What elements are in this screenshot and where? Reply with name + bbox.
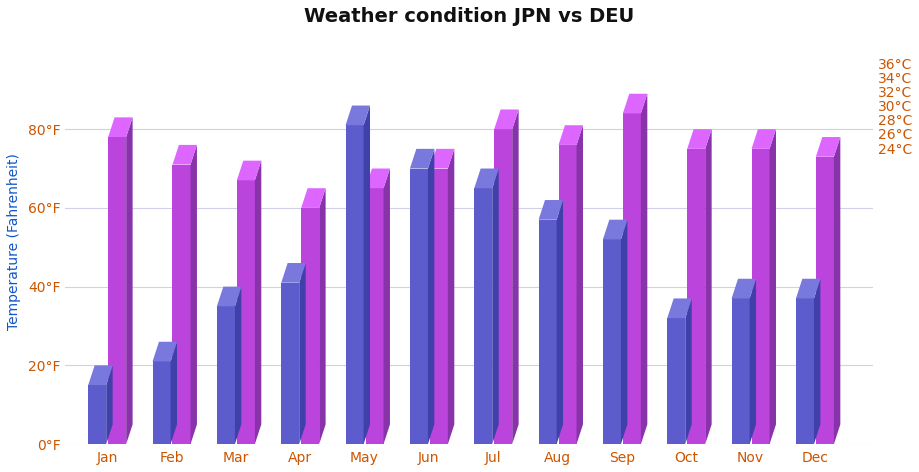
Polygon shape [686,298,692,444]
Polygon shape [237,180,255,444]
Polygon shape [769,129,776,444]
Polygon shape [281,263,306,283]
Polygon shape [834,137,840,444]
Polygon shape [603,219,628,239]
Polygon shape [752,149,769,444]
Polygon shape [301,208,319,444]
Polygon shape [430,169,448,444]
Polygon shape [576,125,583,444]
Polygon shape [667,318,686,444]
Polygon shape [346,106,370,125]
Polygon shape [474,188,493,444]
Polygon shape [428,149,435,444]
Polygon shape [816,137,840,157]
Polygon shape [750,279,756,444]
Polygon shape [603,239,621,444]
Polygon shape [539,200,563,219]
Polygon shape [752,129,776,149]
Polygon shape [108,137,126,444]
Polygon shape [494,110,518,129]
Polygon shape [621,219,628,444]
Polygon shape [796,298,814,444]
Title: Weather condition JPN vs DEU: Weather condition JPN vs DEU [304,7,634,26]
Polygon shape [281,283,300,444]
Polygon shape [705,129,711,444]
Polygon shape [235,287,242,444]
Polygon shape [190,145,197,444]
Polygon shape [301,188,325,208]
Polygon shape [126,118,132,444]
Polygon shape [687,149,705,444]
Polygon shape [732,298,750,444]
Polygon shape [557,200,563,444]
Polygon shape [346,125,364,444]
Polygon shape [512,110,518,444]
Polygon shape [474,169,499,188]
Polygon shape [559,145,576,444]
Polygon shape [255,160,261,444]
Polygon shape [430,149,454,169]
Polygon shape [623,94,647,113]
Polygon shape [539,219,557,444]
Polygon shape [494,129,512,444]
Polygon shape [153,342,177,362]
Polygon shape [319,188,325,444]
Polygon shape [173,165,190,444]
Polygon shape [88,365,113,385]
Polygon shape [410,149,435,169]
Polygon shape [107,365,113,444]
Polygon shape [448,149,454,444]
Polygon shape [217,306,235,444]
Polygon shape [816,157,834,444]
Polygon shape [493,169,499,444]
Polygon shape [732,279,756,298]
Polygon shape [217,287,242,306]
Polygon shape [641,94,647,444]
Polygon shape [814,279,821,444]
Polygon shape [410,169,428,444]
Polygon shape [88,385,107,444]
Polygon shape [623,113,641,444]
Polygon shape [364,106,370,444]
Polygon shape [237,160,261,180]
Polygon shape [300,263,306,444]
Polygon shape [559,125,583,145]
Polygon shape [153,362,171,444]
Polygon shape [108,118,132,137]
Polygon shape [667,298,692,318]
Polygon shape [173,145,197,165]
Polygon shape [796,279,821,298]
Y-axis label: Temperature (Fahrenheit): Temperature (Fahrenheit) [7,153,21,330]
Polygon shape [366,169,390,188]
Polygon shape [383,169,390,444]
Polygon shape [687,129,711,149]
Polygon shape [171,342,177,444]
Polygon shape [366,188,383,444]
